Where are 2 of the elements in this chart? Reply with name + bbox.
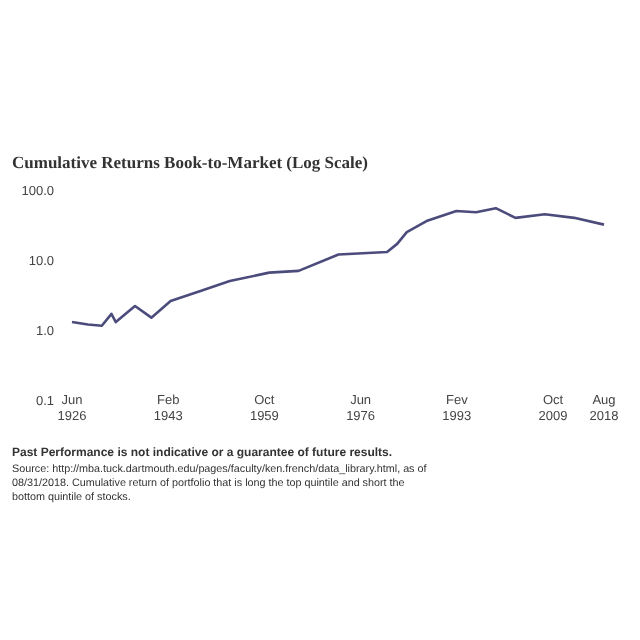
line-series <box>70 206 606 328</box>
chart-title: Cumulative Returns Book-to-Market (Log Scale) <box>12 152 369 172</box>
